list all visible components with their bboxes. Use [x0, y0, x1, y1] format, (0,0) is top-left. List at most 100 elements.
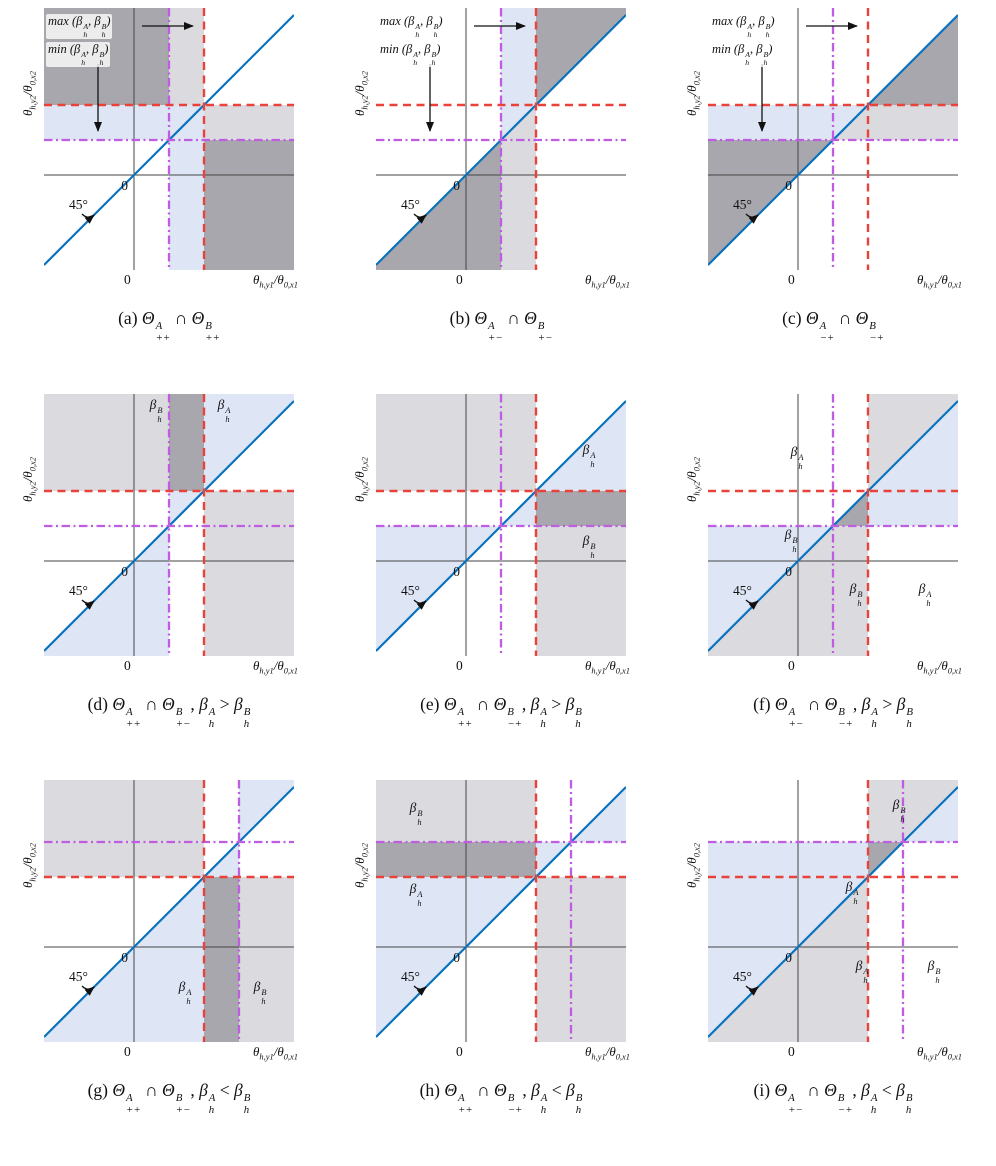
math-token: / [605, 272, 610, 287]
y-axis-label: θh,y2/θ0,x2 [684, 71, 702, 116]
plot-svg-i [708, 780, 958, 1042]
angle-annotation: 45° [733, 969, 752, 984]
math-token: / [20, 91, 35, 96]
supsub: B −+ [507, 706, 522, 730]
math-token: max ( [48, 14, 77, 28]
math-token: Θ B +− [162, 1080, 191, 1116]
math-token: ∩ [803, 694, 825, 714]
region-light [204, 105, 294, 140]
y-axis-label: θh,y2/θ0,x2 [352, 843, 370, 888]
region-light [239, 877, 294, 1042]
region-dark [204, 877, 239, 1042]
math-token: Θ A +− [474, 308, 503, 344]
x-tick-zero: 0 [456, 1044, 463, 1059]
math-token: , [190, 1080, 200, 1100]
math-token: / [352, 863, 367, 868]
angle-arrow [81, 985, 95, 996]
math-token: max ( [380, 14, 409, 28]
math-token: θ0,x2 [352, 843, 370, 864]
angle-annotation: 45° [401, 969, 420, 984]
math-token: min ( [48, 42, 75, 56]
x-axis-label: θh,y1/θ0,x1 [253, 272, 298, 290]
y-axis-label: θh,y2/θ0,x2 [352, 71, 370, 116]
math-token: / [605, 658, 610, 673]
math-token: θh,y1 [253, 1044, 274, 1062]
region-dark [536, 8, 626, 105]
math-token: ) [768, 42, 773, 56]
math-token: , [750, 42, 757, 56]
region-lav [239, 780, 294, 842]
math-token: Θ B +− [524, 308, 553, 344]
region-dark [376, 842, 536, 877]
axis-row: 0 θh,y1/θ0,x1 [44, 270, 298, 296]
math-token: ∩ [502, 308, 525, 328]
x-axis-label: θh,y1/θ0,x1 [253, 1044, 298, 1062]
supsub: B +− [175, 706, 191, 730]
axis-row: 0 θh,y1/θ0,x1 [376, 1042, 630, 1068]
region-light [376, 780, 536, 842]
supsub: B ++ [205, 320, 220, 344]
origin-zero-label: 0 [121, 178, 128, 193]
region-light [536, 526, 626, 656]
plot-svg-c [708, 8, 958, 270]
math-token: ) [106, 14, 111, 28]
math-token: θ0,x1 [941, 658, 962, 676]
x-tick-zero: 0 [456, 658, 463, 673]
math-token: Θ B ++ [191, 308, 220, 344]
math-token: ∩ [472, 694, 494, 714]
math-token: Θ A −+ [805, 308, 835, 344]
math-token: ) [104, 42, 109, 56]
region-lav [708, 105, 868, 140]
math-token: (a) [118, 308, 142, 328]
axis-row: 0 θh,y1/θ0,x1 [376, 270, 630, 296]
plot-svg-g [44, 780, 294, 1042]
math-token: θ0,x1 [609, 1044, 630, 1062]
math-token: / [352, 477, 367, 482]
angle-arrow [413, 985, 427, 996]
supsub: A +− [788, 1092, 803, 1116]
plot-svg-f [708, 394, 958, 656]
region-light [708, 526, 868, 656]
angle-annotation: 45° [733, 197, 752, 212]
math-token: / [684, 863, 699, 868]
y-axis-label: θh,y2/θ0,x2 [684, 457, 702, 502]
math-token: θ0,x2 [684, 843, 702, 864]
math-token: Θ A ++ [112, 1080, 141, 1116]
math-token: / [937, 658, 942, 673]
angle-arrow [745, 985, 759, 996]
axis-row: 0 θh,y1/θ0,x1 [44, 656, 298, 682]
math-token: (i) [753, 1080, 775, 1100]
math-token: max ( [712, 14, 741, 28]
math-token: Θ A +− [774, 694, 804, 730]
